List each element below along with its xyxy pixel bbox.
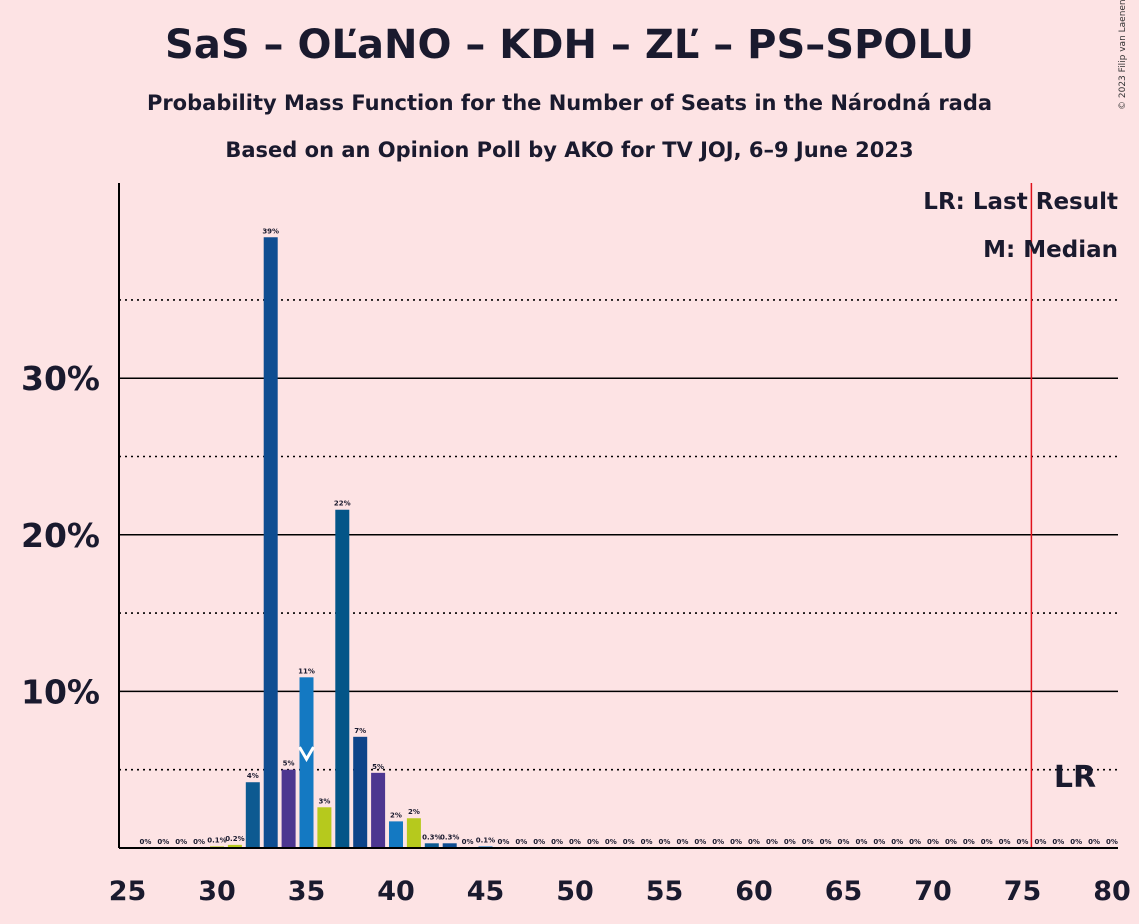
bar-seats-38 (353, 736, 368, 848)
bar-label-seats-39: 5% (372, 763, 384, 771)
bar-label-seats-44: 0% (462, 838, 474, 846)
x-tick-label: 40 (377, 876, 415, 907)
x-tick-label: 60 (735, 876, 773, 907)
bar-seats-41 (406, 818, 421, 848)
bar-label-seats-50: 0% (569, 838, 581, 846)
bar-label-seats-52: 0% (605, 838, 617, 846)
bar-label-seats-48: 0% (533, 838, 545, 846)
x-tick-label: 80 (1093, 876, 1131, 907)
bar-label-seats-63: 0% (802, 838, 814, 846)
x-tick-label: 50 (556, 876, 594, 907)
bar-seats-34 (281, 769, 296, 848)
y-tick-label: 20% (21, 516, 100, 555)
bar-label-seats-74: 0% (999, 838, 1011, 846)
bar-label-seats-49: 0% (551, 838, 563, 846)
bar-label-seats-38: 7% (354, 727, 366, 735)
bar-label-seats-51: 0% (587, 838, 599, 846)
bar-label-seats-62: 0% (784, 838, 796, 846)
axes: 10% 20% 30% 25 30 35 40 45 50 55 60 65 70 75 80 (21, 183, 1131, 907)
bar-label-seats-64: 0% (820, 838, 832, 846)
bar-label-seats-33: 39% (262, 227, 279, 235)
gridlines (119, 299, 1118, 771)
bar-label-seats-53: 0% (623, 838, 635, 846)
bar-label-seats-54: 0% (641, 838, 653, 846)
bar-label-seats-43: 0.3% (440, 833, 459, 841)
bar-label-seats-36: 3% (318, 797, 330, 805)
bar-label-seats-75: 0% (1017, 838, 1029, 846)
bar-seats-33 (263, 237, 278, 848)
bar-label-seats-27: 0% (157, 838, 169, 846)
bar-label-seats-28: 0% (175, 838, 187, 846)
bar-label-seats-47: 0% (515, 838, 527, 846)
bar-seats-35 (299, 677, 314, 848)
x-tick-label: 70 (914, 876, 952, 907)
bar-label-seats-79: 0% (1088, 838, 1100, 846)
bar-label-seats-77: 0% (1052, 838, 1064, 846)
legend-last-result: LR: Last Result (923, 189, 1118, 215)
x-tick-label: 65 (825, 876, 863, 907)
bar-label-seats-69: 0% (909, 838, 921, 846)
bar-label-seats-73: 0% (981, 838, 993, 846)
bar-seats-36 (317, 807, 332, 848)
bar-label-seats-70: 0% (927, 838, 939, 846)
bar-label-seats-35: 11% (298, 667, 315, 675)
bar-label-seats-76: 0% (1034, 838, 1046, 846)
bar-seats-39 (371, 772, 386, 848)
x-tick-label: 55 (646, 876, 684, 907)
bar-label-seats-66: 0% (855, 838, 867, 846)
bar-label-seats-65: 0% (838, 838, 850, 846)
bar-label-seats-80: 0% (1106, 838, 1118, 846)
bar-label-seats-78: 0% (1070, 838, 1082, 846)
bar-seats-31 (227, 844, 242, 848)
bars (210, 237, 493, 848)
y-tick-label: 30% (21, 359, 100, 398)
x-tick-label: 75 (1004, 876, 1042, 907)
bar-label-seats-68: 0% (891, 838, 903, 846)
bar-label-seats-42: 0.3% (422, 833, 441, 841)
bar-label-seats-37: 22% (334, 500, 351, 508)
bar-label-seats-61: 0% (766, 838, 778, 846)
bar-label-seats-56: 0% (676, 838, 688, 846)
bar-label-seats-29: 0% (193, 838, 205, 846)
bar-seats-37 (335, 509, 350, 848)
bar-label-seats-45: 0.1% (476, 836, 495, 844)
bar-label-seats-59: 0% (730, 838, 742, 846)
x-tick-label: 35 (288, 876, 326, 907)
bar-seats-42 (424, 843, 439, 848)
bar-label-seats-67: 0% (873, 838, 885, 846)
bar-label-seats-46: 0% (497, 838, 509, 846)
bar-seats-43 (442, 843, 457, 848)
x-tick-label: 25 (109, 876, 147, 907)
median-marker (298, 746, 315, 763)
legend-median: M: Median (983, 237, 1118, 263)
chart-source-subtitle: Based on an Opinion Poll by AKO for TV J… (225, 138, 914, 162)
bar-label-seats-32: 4% (247, 772, 259, 780)
chart-subtitle: Probability Mass Function for the Number… (146, 91, 993, 115)
bar-seats-40 (389, 821, 403, 848)
bar-label-seats-60: 0% (748, 838, 760, 846)
x-tick-label: 30 (198, 876, 236, 907)
bar-label-seats-72: 0% (963, 838, 975, 846)
bar-label-seats-71: 0% (945, 838, 957, 846)
last-result-marker-label: LR (1054, 760, 1096, 795)
x-tick-label: 45 (467, 876, 505, 907)
bar-label-seats-30: 0.1% (207, 836, 226, 844)
bar-label-seats-34: 5% (283, 760, 295, 768)
bar-seats-32 (245, 782, 260, 848)
bar-label-seats-26: 0% (139, 838, 151, 846)
bar-label-seats-41: 2% (408, 808, 420, 816)
bar-value-labels: 0% 0% 0% 0% 0.1%0.2%4%39%5%11%3%22%7%5%2% 2%0… (139, 227, 1117, 846)
bar-label-seats-40: 2% (390, 811, 402, 819)
bar-label-seats-57: 0% (694, 838, 706, 846)
chart-title: SaS – OĽaNO – KDH – ZĽ – PS–SPOLU (165, 22, 974, 68)
bar-label-seats-55: 0% (659, 838, 671, 846)
bar-label-seats-31: 0.2% (225, 835, 244, 843)
y-tick-label: 10% (21, 672, 100, 711)
bar-label-seats-58: 0% (712, 838, 724, 846)
